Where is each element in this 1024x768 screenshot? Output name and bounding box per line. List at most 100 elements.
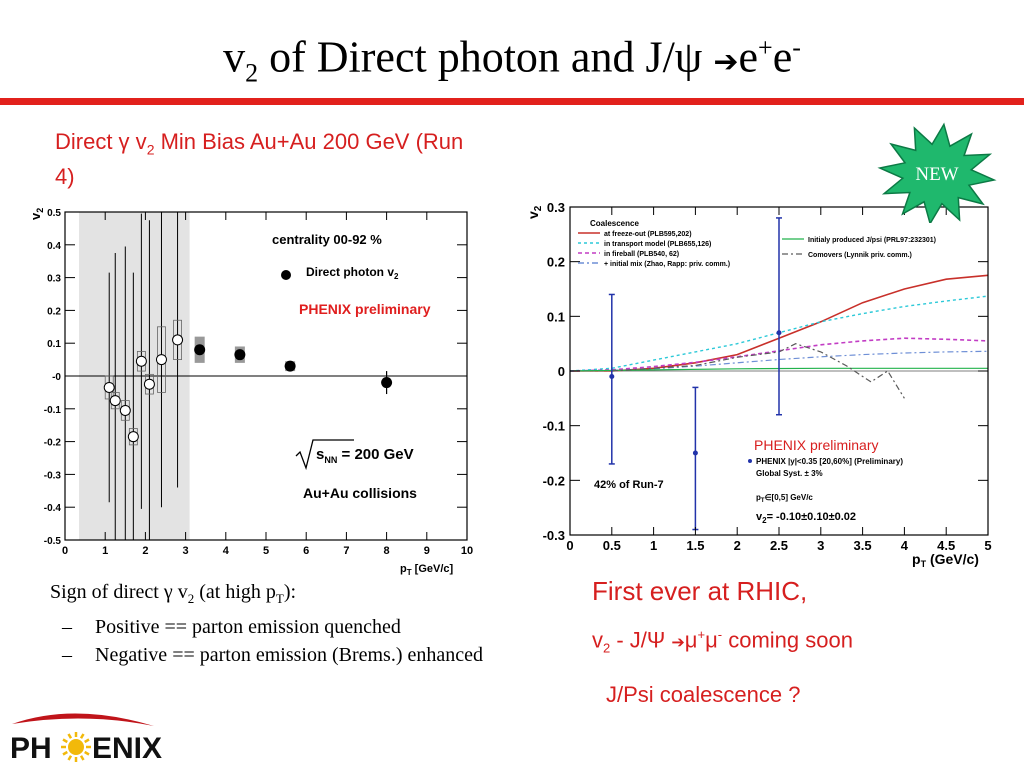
x-tick-label: 4 [901,538,909,553]
x-tick-label: 5 [984,538,991,553]
title-sup-plus: + [758,33,773,62]
legend-header: Coalescence [590,219,639,228]
jpsi-data-point [776,330,782,336]
x-tick-label: 3.5 [854,538,872,553]
phenix-preliminary-label: PHENIX preliminary [299,301,431,317]
sub-bullet-text: Negative == parton emission (Brems.) enh… [95,644,483,666]
y-tick-label: 0.3 [47,274,61,285]
sun-ray [62,738,68,744]
sub-bullet-positive: – Positive == parton emission quenched [50,615,500,639]
y-tick-label: -0.1 [543,419,565,434]
y-tick-label: 0.5 [47,208,61,219]
heading-text-2: Min Bias Au+Au 200 GeV (Run 4) [55,129,464,190]
title-text-e2: e [772,32,793,82]
right-legend: at freeze-out (PLB595,202) in transport m… [578,231,936,268]
legend-entry: at freeze-out (PLB595,202) [604,231,692,238]
v2-result-label: v2= -0.10±0.10±0.02 [756,511,856,525]
x-tick-label: 3 [183,545,189,557]
right-x-axis-label: pT (GeV/c) [912,551,979,569]
dash-icon: – [62,644,72,666]
x-tick-label: 10 [461,545,473,557]
jpsi-v2-chart: 0 0.5 1 1.5 2 2.5 3 3.5 4 4.5 5 -0.3 -0.2 -0.1 0 0.1 0.2… [525,200,992,569]
sun-ray [79,733,85,739]
pt-range-label: pT∈[0,5] GeV/c [756,493,813,504]
jpsi-data-point [692,450,698,456]
x-tick-label: 9 [424,545,430,557]
title-text-v: v [223,32,246,82]
x-tick-label: 8 [384,545,390,557]
sub-bullet-negative: – Negative == parton emission (Brems.) en… [50,643,500,667]
open-data-point [135,355,147,367]
phenix-logo: PH ENIX [10,713,162,765]
x-tick-label: 0.5 [603,538,621,553]
title-text-mid: of Direct photon and J/ψ [258,32,714,82]
logo-text-right: ENIX [92,732,162,765]
left-y-axis-label: v2 [28,208,45,220]
y-tick-label: -0.3 [44,470,62,481]
y-tick-label: 0.2 [547,255,565,270]
legend-label: Direct photon v2 [306,265,399,281]
x-tick-label: 1.5 [686,538,704,553]
run-fraction-label: 42% of Run-7 [594,479,664,491]
legend-entry: in fireball (PLB540, 62) [604,251,679,258]
sub-bullet-text: Positive == parton emission quenched [95,616,401,638]
heading-text-1: Direct γ v [55,129,147,154]
coming-end: coming soon [722,627,853,653]
sun-ray [84,750,90,756]
legend-entry: Comovers (Lynnik priv. comm.) [808,252,912,259]
filled-data-point [234,349,246,361]
coming-v: v [592,627,603,653]
phenix-preliminary-label: PHENIX preliminary [754,437,878,453]
x-tick-label: 6 [303,545,309,557]
sqrt-s-label: sNN = 200 GeV [316,446,414,465]
y-tick-label: 0 [558,364,565,379]
phenix-legend-entry: PHENIX |y|<0.35 [20,60%] (Preliminary) [756,457,903,466]
left-chart-heading: Direct γ v2 Min Bias Au+Au 200 GeV (Run … [55,128,475,190]
y-tick-label: -0 [52,372,61,383]
x-tick-label: 7 [343,545,349,557]
title-divider [0,98,1024,105]
x-tick-label: 4.5 [937,538,955,553]
collision-system-label: Au+Au collisions [303,485,417,501]
first-at-rhic: First ever at RHIC, [592,576,808,606]
sun-ray [62,750,68,756]
sun-ray [67,733,73,739]
title-sub-2: 2 [245,58,259,88]
sun-ray [67,755,73,761]
open-data-point [172,334,184,346]
coming-soon-line: v2 - J/Ψ ➔μ+μ- coming soon [592,621,1012,663]
main-bullet-sub-2: 2 [187,591,195,606]
model-curve [611,343,905,399]
x-tick-label: 2 [734,538,741,553]
x-tick-label: 1 [102,545,108,557]
y-tick-label: 0.1 [547,309,565,324]
x-tick-label: 4 [223,545,230,557]
open-data-point [103,381,115,393]
direct-photon-v2-chart: 0 1 2 3 4 5 6 7 8 9 10 -0.5 -0.4 -0.3 -0.2 -0.1 -0 0.1 0.2… [28,208,473,577]
phenix-legend-marker [748,459,752,463]
filled-data-point [381,377,393,389]
open-data-point [143,378,155,390]
sqrt-sign [295,439,354,471]
sun-ray [84,738,90,744]
arrow-icon: ➔ [713,44,739,80]
main-bullet-text-1: Sign of direct γ v [50,581,188,603]
heading-sub: 2 [146,141,155,158]
logo-text-left: PH [10,732,52,765]
arrow-icon: ➔ [671,632,685,652]
right-y-axis-label: v2 [525,205,544,219]
title-text-e1: e [738,32,759,82]
coalescence-question: J/Psi coalescence ? [606,681,801,707]
x-tick-label: 3 [817,538,824,553]
x-tick-label: 1 [650,538,657,553]
legend-entry: in transport model (PLB655,126) [604,241,711,248]
legend-marker [281,270,291,280]
y-tick-label: -0.3 [543,528,565,543]
open-data-point [119,404,131,416]
coming-sup2: - [717,627,723,642]
legend-entry: + initial mix (Zhao, Rapp: priv. comm.) [604,261,730,268]
slide-title: v2 of Direct photon and J/ψ ➔e+e- [0,22,1024,99]
x-tick-label: 2.5 [770,538,788,553]
right-notes: First ever at RHIC, v2 - J/Ψ ➔μ+μ- comin… [592,575,1012,709]
conclusion-bullets: Sign of direct γ v2 (at high pT): – Posit… [50,580,500,667]
